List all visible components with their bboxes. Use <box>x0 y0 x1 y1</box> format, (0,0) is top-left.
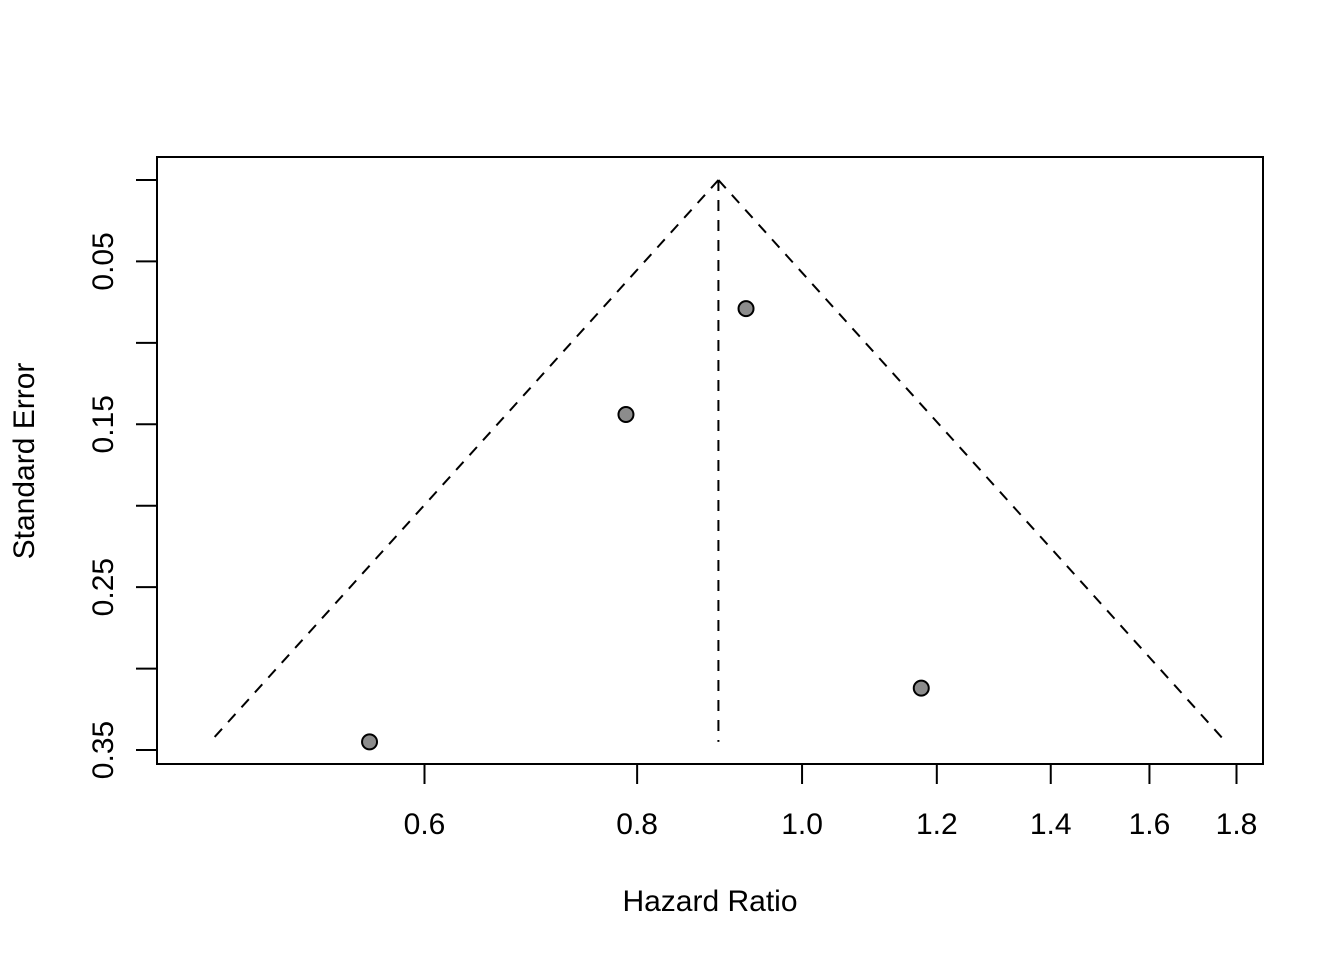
y-axis-label: Standard Error <box>8 363 41 560</box>
x-tick-label: 1.0 <box>781 808 823 841</box>
y-tick-label: 0.25 <box>87 558 120 616</box>
x-tick-label: 1.2 <box>916 808 958 841</box>
study-point <box>617 406 635 424</box>
x-tick-label: 0.8 <box>616 808 658 841</box>
y-tick-label: 0.35 <box>87 721 120 779</box>
funnel-lines <box>209 179 1227 743</box>
plot-frame <box>156 156 1264 765</box>
study-point <box>737 300 755 318</box>
data-points <box>361 300 930 751</box>
x-tick-label: 1.4 <box>1030 808 1072 841</box>
x-axis-label: Hazard Ratio <box>622 885 797 918</box>
y-tick-label: 0.05 <box>87 232 120 290</box>
x-axis: 0.6 0.8 1.0 1.2 1.4 1.6 1.8 <box>404 764 1258 841</box>
y-tick-label: 0.15 <box>87 395 120 453</box>
x-tick-label: 1.6 <box>1129 808 1171 841</box>
funnel-lower-limit-line <box>209 179 720 743</box>
x-tick-label: 1.8 <box>1216 808 1258 841</box>
y-axis: 0.05 0.15 0.25 0.35 <box>87 179 157 779</box>
x-tick-label: 0.6 <box>404 808 446 841</box>
study-point <box>912 679 930 697</box>
funnel-upper-limit-line <box>717 179 1227 743</box>
study-point <box>361 733 379 751</box>
